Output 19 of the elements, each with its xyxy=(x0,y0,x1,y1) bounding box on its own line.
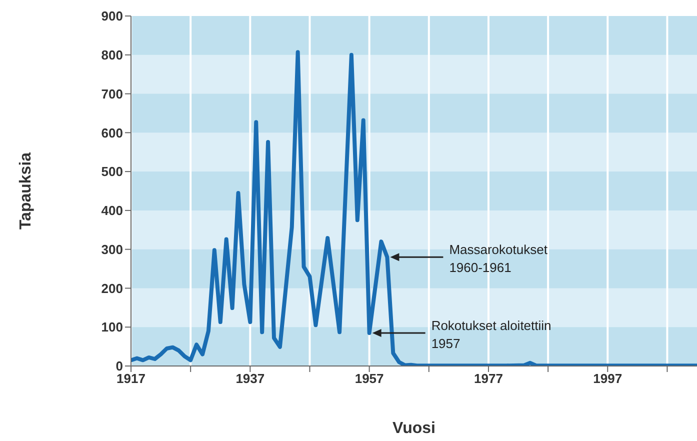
x-tick-label: 1957 xyxy=(354,371,384,386)
y-tick-label: 500 xyxy=(101,164,123,180)
x-tick-label: 1917 xyxy=(116,371,146,386)
annotation: Rokotukset aloitettiin 1957 xyxy=(431,316,552,353)
y-tick-label: 100 xyxy=(101,320,123,335)
y-tick-label: 900 xyxy=(101,8,123,24)
y-tick-label: 700 xyxy=(101,86,123,102)
y-tick-label: 400 xyxy=(101,203,123,218)
x-axis-title: Vuosi xyxy=(392,420,436,437)
x-tick-label: 1937 xyxy=(236,371,265,386)
y-tick-label: 300 xyxy=(101,242,123,257)
x-tick-label: 1977 xyxy=(474,371,503,386)
y-tick-label: 0 xyxy=(116,358,123,374)
y-tick-label: 800 xyxy=(101,48,123,63)
y-tick-label: 600 xyxy=(101,125,123,140)
y-tick-label: 200 xyxy=(101,280,123,296)
x-tick-label: 1997 xyxy=(593,371,622,386)
y-axis-title: Tapauksia xyxy=(18,152,35,230)
annotation: Massarokotukset 1960-1961 xyxy=(449,241,548,278)
